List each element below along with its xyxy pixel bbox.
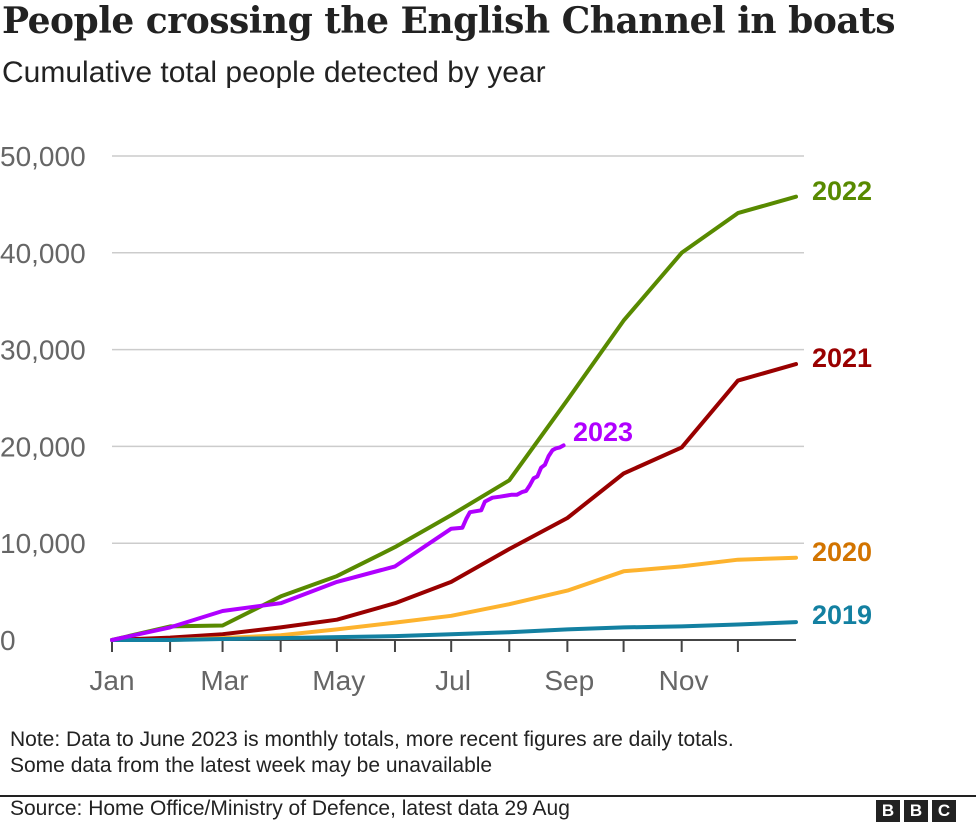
logo-letter: B: [876, 800, 900, 822]
series-line-2019: [110, 620, 798, 642]
chart-subtitle: Cumulative total people detected by year: [2, 56, 546, 89]
series-label-2023: 2023: [573, 417, 633, 447]
x-tick-label: May: [312, 665, 365, 696]
series-label-2021: 2021: [812, 343, 872, 373]
series-label-2020: 2020: [812, 537, 872, 567]
series-line-2021: [110, 362, 798, 642]
x-tick-label: Mar: [200, 665, 248, 696]
source-text: Source: Home Office/Ministry of Defence,…: [10, 797, 570, 820]
x-tick-label: Nov: [659, 665, 709, 696]
logo-letter: C: [932, 800, 956, 822]
y-tick-label: 0: [0, 625, 16, 656]
y-tick-label: 10,000: [0, 528, 86, 559]
y-tick-label: 20,000: [0, 431, 86, 462]
y-tick-label: 50,000: [0, 141, 86, 172]
series-line-2023: [110, 443, 566, 642]
x-tick-label: Sep: [544, 665, 594, 696]
x-tick-label: Jan: [89, 665, 134, 696]
chart-title: People crossing the English Channel in b…: [2, 0, 896, 42]
note-line: Note: Data to June 2023 is monthly total…: [10, 728, 734, 751]
series-line-2022: [110, 194, 798, 642]
note-line: Some data from the latest week may be un…: [10, 754, 493, 777]
divider: [0, 795, 976, 797]
y-tick-label: 40,000: [0, 238, 86, 269]
y-tick-label: 30,000: [0, 335, 86, 366]
line-chart: 0 10,000 20,000 30,000 40,000 50,000 Jan Mar May…: [0, 141, 872, 696]
logo-letter: B: [904, 800, 928, 822]
bbc-logo: B B C: [876, 800, 956, 822]
series-label-2022: 2022: [812, 176, 872, 206]
series-label-2019: 2019: [812, 600, 872, 630]
x-tick-label: Jul: [435, 665, 471, 696]
chart-note: Note: Data to June 2023 is monthly total…: [10, 727, 734, 779]
